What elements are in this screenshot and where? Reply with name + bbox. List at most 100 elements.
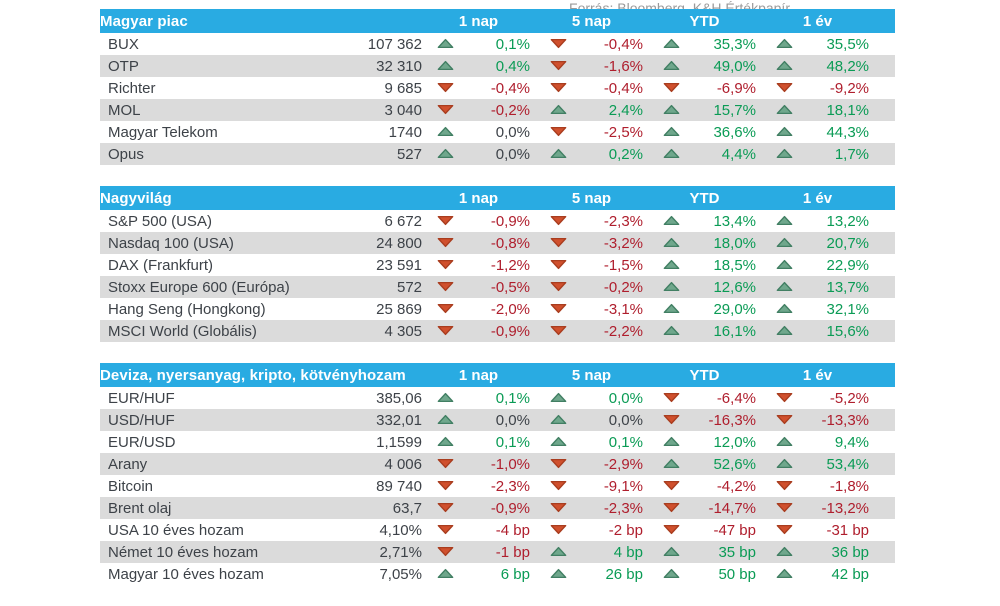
change-direction xyxy=(648,497,694,519)
change-value: 0,1% xyxy=(495,389,530,407)
change-value: -2,0% xyxy=(490,300,531,318)
triangle-up-icon xyxy=(776,126,792,137)
triangle-up-icon xyxy=(437,38,453,49)
change-direction xyxy=(422,431,468,453)
change-value: 48,2% xyxy=(826,57,870,75)
change-direction xyxy=(761,254,807,276)
triangle-up-icon xyxy=(663,38,679,49)
change-value: 13,4% xyxy=(713,212,757,230)
triangle-up-icon xyxy=(663,60,679,71)
triangle-up-icon xyxy=(663,546,679,557)
change-value: 32,1% xyxy=(826,300,870,318)
change-direction xyxy=(761,77,807,99)
row-spacer xyxy=(874,563,895,585)
row-spacer xyxy=(874,232,895,254)
change-value: 20,7% xyxy=(826,234,870,252)
change-direction xyxy=(535,77,581,99)
change-direction xyxy=(422,475,468,497)
table-row: BUX 107 362 0,1% -0,4% 35,3% 35,5% xyxy=(100,33,895,55)
change-direction xyxy=(535,563,581,585)
change-value: 0,0% xyxy=(495,123,530,141)
instrument-name: MOL xyxy=(108,101,141,119)
section-header-row: Nagyvilág 1 nap 5 nap YTD 1 év xyxy=(100,186,896,210)
change-direction xyxy=(761,298,807,320)
change-direction xyxy=(648,541,694,563)
change-value: -6,9% xyxy=(716,79,756,97)
change-value: -16,3% xyxy=(708,411,756,429)
triangle-up-icon xyxy=(663,325,679,336)
triangle-up-icon xyxy=(663,281,679,292)
triangle-down-icon xyxy=(437,325,453,336)
instrument-value: 2,71% xyxy=(379,543,422,561)
instrument-name: USA 10 éves hozam xyxy=(108,521,244,539)
section-header-row: Magyar piac 1 nap 5 nap YTD 1 év xyxy=(100,9,896,33)
header-spacer xyxy=(874,363,896,387)
table-row: Hang Seng (Hongkong) 25 869 -2,0% -3,1% 2… xyxy=(100,298,895,320)
table-row: USD/HUF 332,01 0,0% 0,0% -16,3% -13,3% xyxy=(100,409,896,431)
change-direction xyxy=(761,99,807,121)
triangle-up-icon xyxy=(663,104,679,115)
triangle-up-icon xyxy=(550,414,566,425)
change-value: -0,9% xyxy=(490,322,531,340)
change-value: 0,0% xyxy=(608,389,643,407)
triangle-down-icon xyxy=(550,259,566,270)
instrument-name: Magyar Telekom xyxy=(108,123,218,141)
column-header-ytd: YTD xyxy=(648,363,761,387)
change-direction xyxy=(761,387,807,409)
table-row: Magyar 10 éves hozam 7,05% 6 bp 26 bp 50 … xyxy=(100,563,895,585)
instrument-name: Arany xyxy=(108,455,148,473)
instrument-name: Stoxx Europe 600 (Európa) xyxy=(108,278,290,296)
triangle-down-icon xyxy=(550,60,566,71)
instrument-value: 1,1599 xyxy=(376,433,422,451)
change-direction xyxy=(761,121,807,143)
triangle-up-icon xyxy=(550,568,566,579)
instrument-value: 23 591 xyxy=(376,256,423,274)
change-value: 15,6% xyxy=(826,322,870,340)
change-direction xyxy=(761,431,807,453)
change-direction xyxy=(535,453,581,475)
change-value: -1 bp xyxy=(495,543,530,561)
section-rows: EUR/HUF 385,06 0,1% 0,0% -6,4% -5,2% USD/H… xyxy=(100,387,896,585)
change-direction xyxy=(648,409,694,431)
change-direction xyxy=(761,541,807,563)
change-direction xyxy=(422,121,468,143)
instrument-value: 63,7 xyxy=(392,499,422,517)
triangle-down-icon xyxy=(437,480,453,491)
triangle-down-icon xyxy=(550,281,566,292)
change-value: -1,2% xyxy=(490,256,531,274)
instrument-name: DAX (Frankfurt) xyxy=(108,256,214,274)
triangle-up-icon xyxy=(776,148,792,159)
instrument-value: 3 040 xyxy=(384,101,422,119)
change-direction xyxy=(761,232,807,254)
triangle-down-icon xyxy=(776,524,792,535)
triangle-up-icon xyxy=(437,568,453,579)
triangle-down-icon xyxy=(550,524,566,535)
row-spacer xyxy=(874,143,895,165)
change-direction xyxy=(648,475,694,497)
change-value: -0,5% xyxy=(490,278,531,296)
change-value: -1,5% xyxy=(603,256,644,274)
table-row: MSCI World (Globális) 4 305 -0,9% -2,2% 1… xyxy=(100,320,896,342)
instrument-value: 25 869 xyxy=(376,300,423,318)
triangle-up-icon xyxy=(437,436,453,447)
change-direction xyxy=(422,298,468,320)
change-direction xyxy=(535,541,581,563)
change-direction xyxy=(535,276,581,298)
table-row: S&P 500 (USA) 6 672 -0,9% -2,3% 13,4% 13,… xyxy=(100,210,895,232)
change-direction xyxy=(761,55,807,77)
column-header-5nap: 5 nap xyxy=(535,186,649,210)
column-header-1ev: 1 év xyxy=(761,363,875,387)
change-value: -0,2% xyxy=(490,101,530,119)
triangle-up-icon xyxy=(776,215,792,226)
change-direction xyxy=(648,320,694,342)
triangle-up-icon xyxy=(776,325,792,336)
triangle-up-icon xyxy=(663,126,679,137)
section-title: Magyar piac xyxy=(100,9,422,33)
instrument-value: 1740 xyxy=(388,123,422,141)
triangle-down-icon xyxy=(437,524,453,535)
triangle-down-icon xyxy=(776,480,792,491)
table-row: Bitcoin 89 740 -2,3% -9,1% -4,2% -1,8% xyxy=(100,475,895,497)
triangle-up-icon xyxy=(663,237,679,248)
triangle-up-icon xyxy=(437,392,453,403)
triangle-down-icon xyxy=(550,82,566,93)
